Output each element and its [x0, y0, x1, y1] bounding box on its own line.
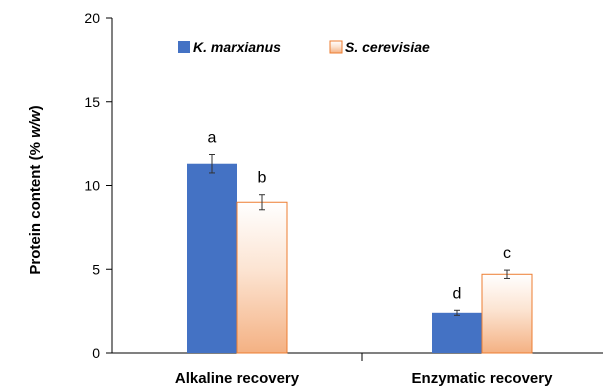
- y-tick-label: 20: [84, 10, 100, 26]
- legend-swatch-s-cerevisiae: [329, 40, 343, 54]
- legend-swatch-k-marxianus: [178, 41, 190, 53]
- y-ticks: 0 5 10 15 20: [84, 10, 112, 361]
- bar-k-marxianus-enzymatic: [432, 312, 482, 353]
- y-tick-label: 0: [92, 345, 100, 361]
- legend-label-k-marxianus: K. marxianus: [193, 39, 281, 55]
- bar-s-cerevisiae-enzymatic: [481, 273, 533, 354]
- y-tick-label: 10: [84, 178, 100, 194]
- significance-letter: d: [453, 285, 462, 302]
- category-label-alkaline: Alkaline recovery: [175, 370, 300, 387]
- y-tick-label: 15: [84, 94, 100, 110]
- bar-s-cerevisiae-alkaline: [236, 201, 288, 354]
- y-axis-label: Protein content (% w/w): [27, 105, 44, 274]
- significance-letter: b: [258, 170, 267, 187]
- bars: a b d c: [187, 130, 533, 354]
- y-tick-label: 5: [92, 261, 100, 277]
- bar-k-marxianus-alkaline: [187, 163, 237, 353]
- significance-letter: c: [503, 245, 511, 262]
- category-label-enzymatic: Enzymatic recovery: [412, 370, 554, 387]
- legend: K. marxianus S. cerevisiae: [178, 39, 430, 55]
- significance-letter: a: [208, 130, 217, 147]
- legend-label-s-cerevisiae: S. cerevisiae: [345, 39, 430, 55]
